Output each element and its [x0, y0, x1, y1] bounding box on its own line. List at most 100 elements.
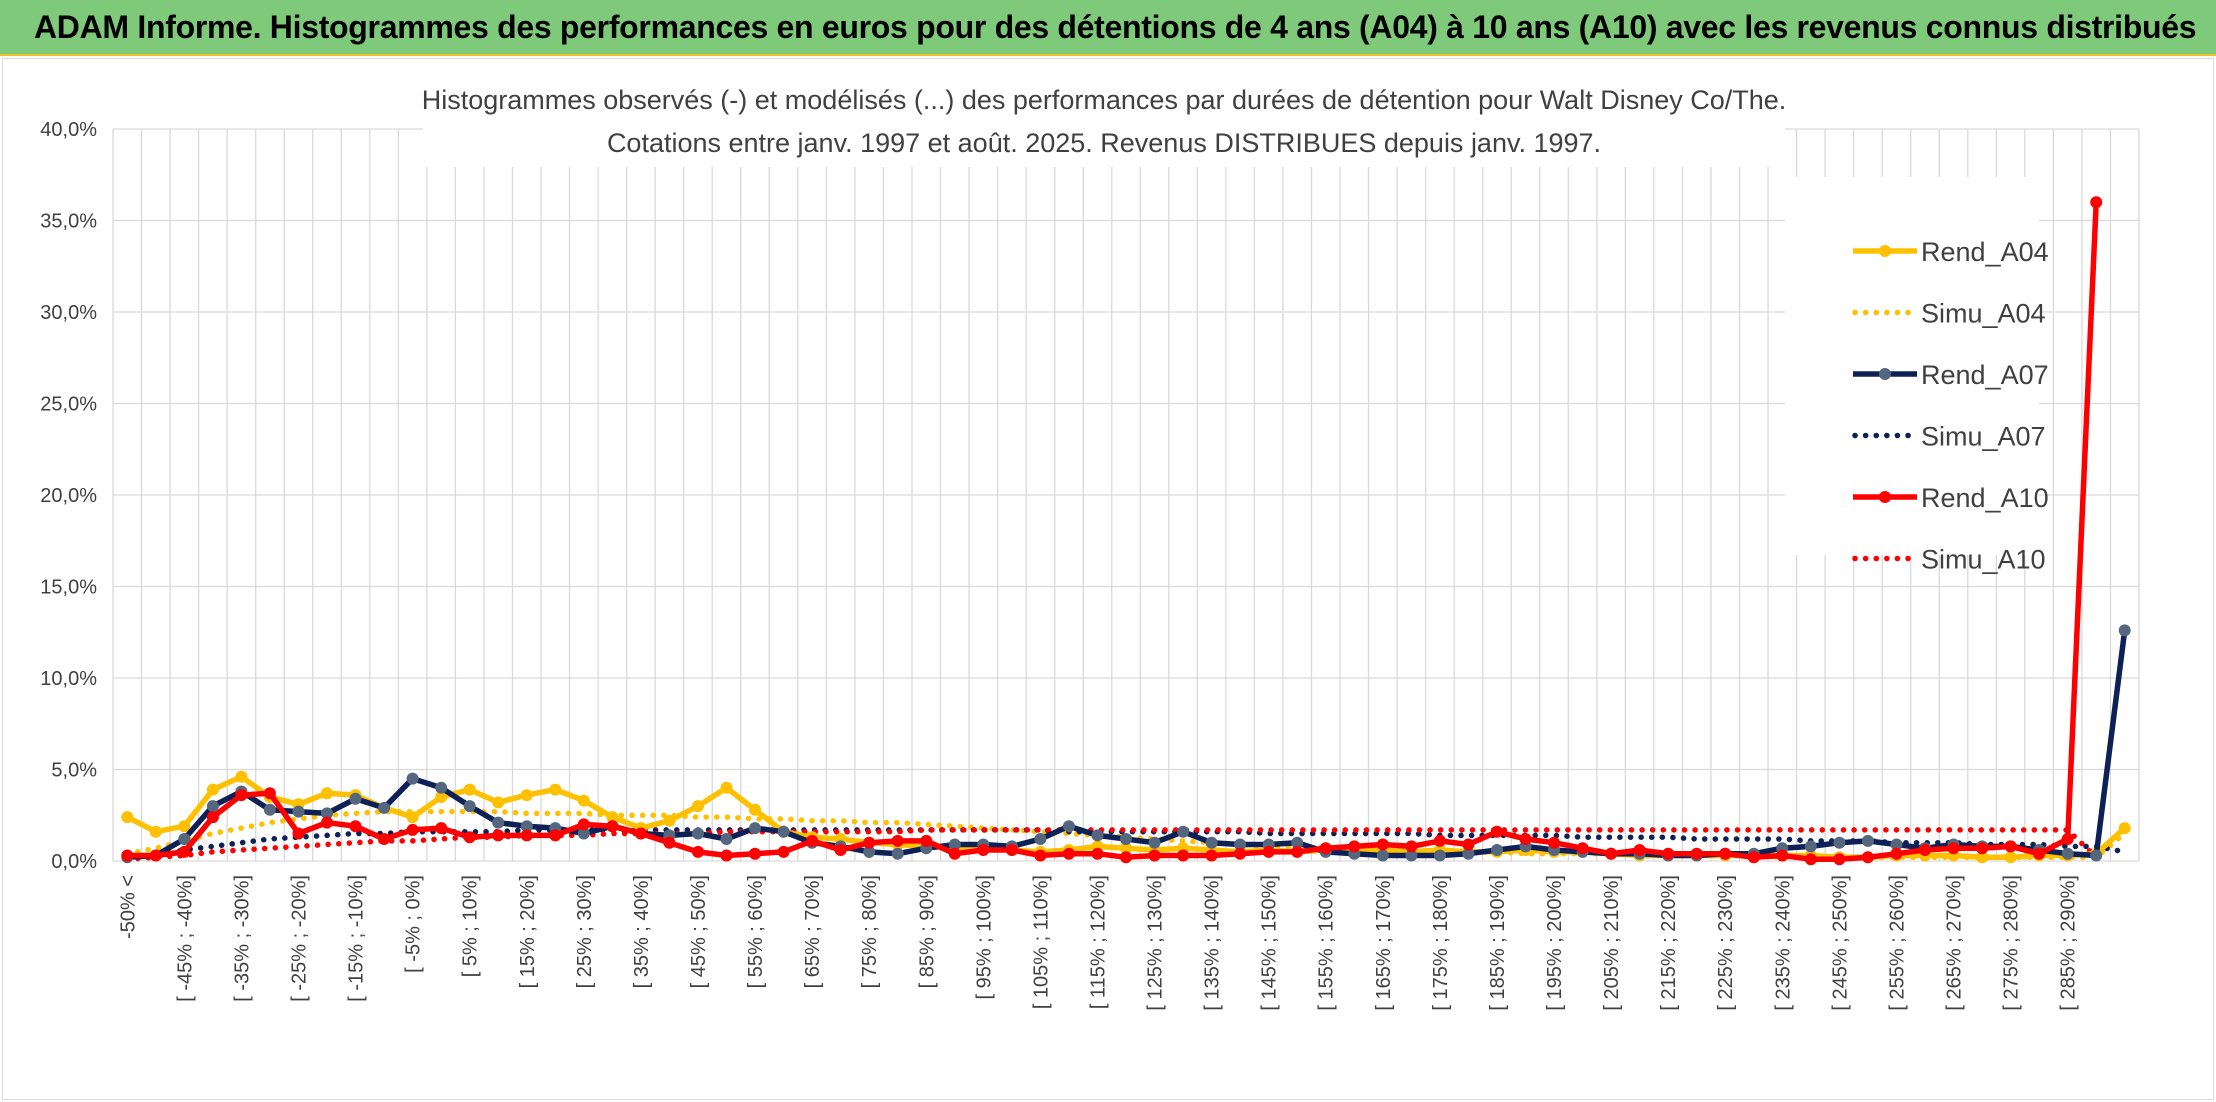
- data-point: [891, 834, 904, 847]
- data-point: [1034, 849, 1047, 862]
- data-point: [1234, 847, 1247, 860]
- data-point: [235, 770, 248, 783]
- legend-label: Simu_A10: [1921, 545, 2046, 575]
- y-tick-label: 15,0%: [40, 577, 97, 599]
- data-point: [1148, 849, 1161, 862]
- x-tick-label: [ 285% ; 290%]: [2058, 875, 2080, 1011]
- x-tick-label: [ 155% ; 160%]: [1316, 875, 1338, 1011]
- x-tick-label: [ 205% ; 210%]: [1601, 875, 1623, 1011]
- legend-marker: [1879, 491, 1891, 503]
- data-point: [891, 847, 904, 860]
- data-point: [1719, 847, 1732, 860]
- data-point: [720, 849, 733, 862]
- report-header: ADAM Informe. Histogrammes des performan…: [0, 0, 2216, 56]
- x-tick-label: [ 75% ; 80%]: [859, 875, 881, 988]
- data-point: [920, 834, 933, 847]
- data-point: [121, 811, 134, 824]
- x-tick-label: [ 175% ; 180%]: [1430, 875, 1452, 1011]
- data-point: [2090, 849, 2103, 862]
- data-point: [606, 820, 619, 833]
- data-point: [1519, 833, 1532, 845]
- x-tick-label: [ 245% ; 250%]: [1829, 875, 1851, 1011]
- data-point: [1833, 853, 1846, 866]
- series-simu-a04: [124, 808, 2128, 861]
- data-point: [178, 820, 191, 833]
- data-point: [863, 845, 876, 858]
- data-point: [321, 787, 333, 800]
- data-point: [1747, 851, 1760, 864]
- data-point: [692, 845, 704, 858]
- data-point: [2090, 196, 2103, 209]
- data-point: [1091, 847, 1104, 860]
- data-point: [1405, 849, 1418, 862]
- y-tick-label: 30,0%: [40, 302, 97, 324]
- x-tick-label: [ -5% ; 0%]: [403, 875, 425, 973]
- data-point: [492, 816, 505, 829]
- data-point: [1034, 833, 1047, 845]
- data-point: [263, 787, 276, 800]
- x-tick-label: -50% <: [117, 875, 139, 939]
- data-point: [1462, 847, 1475, 860]
- data-point: [406, 823, 419, 836]
- data-point: [1462, 838, 1475, 851]
- legend-marker: [1879, 245, 1891, 257]
- data-point: [948, 847, 961, 860]
- data-point: [1120, 842, 1132, 855]
- y-tick-label: 5,0%: [51, 760, 97, 782]
- data-point: [806, 834, 819, 847]
- data-point: [406, 811, 419, 824]
- data-point: [1348, 840, 1361, 853]
- legend-label: Rend_A10: [1921, 483, 2049, 513]
- data-point: [834, 844, 847, 856]
- data-point: [1662, 847, 1675, 860]
- series-line: [127, 202, 2099, 862]
- data-point: [520, 789, 533, 802]
- data-point: [378, 801, 391, 814]
- data-point: [720, 833, 733, 845]
- x-tick-label: [ 25% ; 30%]: [574, 875, 596, 988]
- data-point: [2118, 822, 2131, 835]
- data-point: [777, 845, 790, 858]
- data-point: [1376, 838, 1389, 851]
- x-axis-ticks: -50% < [ -45% ; -40%] [ -35% ; -30%] [ -25%…: [117, 875, 2079, 1011]
- data-point: [2004, 851, 2017, 864]
- data-point: [1833, 836, 1846, 849]
- data-point: [1205, 849, 1218, 862]
- x-tick-label: [ 45% ; 50%]: [688, 875, 710, 988]
- series-line: [124, 827, 2128, 862]
- data-point: [1861, 834, 1874, 847]
- data-point: [1776, 849, 1789, 862]
- data-point: [720, 781, 733, 794]
- legend-label: Rend_A04: [1921, 237, 2049, 267]
- y-tick-label: 10,0%: [40, 668, 97, 690]
- legend-label: Simu_A07: [1921, 422, 2046, 452]
- data-point: [1005, 844, 1018, 856]
- data-point: [1605, 847, 1618, 860]
- data-point: [1177, 825, 1190, 838]
- series-simu-a10: [124, 827, 2099, 862]
- x-tick-label: [ 115% ; 120%]: [1087, 875, 1109, 1009]
- data-point: [1548, 836, 1560, 849]
- data-point: [520, 820, 533, 833]
- x-tick-label: [ 215% ; 220%]: [1658, 875, 1680, 1011]
- data-point: [263, 803, 276, 816]
- series-simu-a07: [124, 827, 2128, 862]
- data-point: [1804, 840, 1817, 853]
- data-point: [1291, 845, 1304, 858]
- data-point: [1491, 844, 1503, 856]
- legend-label: Simu_A04: [1921, 299, 2046, 329]
- data-point: [1205, 836, 1218, 849]
- data-point: [692, 800, 704, 813]
- data-point: [1091, 829, 1104, 842]
- data-point: [749, 822, 761, 835]
- data-point: [1319, 842, 1332, 855]
- data-point: [577, 818, 590, 831]
- data-point: [1976, 842, 1989, 855]
- x-tick-label: [ 5% ; 10%]: [460, 875, 482, 977]
- data-point: [577, 827, 590, 840]
- data-point: [2061, 847, 2074, 860]
- legend-item-rend-a04: Rend_A04: [1853, 237, 2049, 267]
- data-point: [1947, 842, 1960, 855]
- y-tick-label: 40,0%: [40, 119, 97, 141]
- legend-marker: [1879, 368, 1891, 380]
